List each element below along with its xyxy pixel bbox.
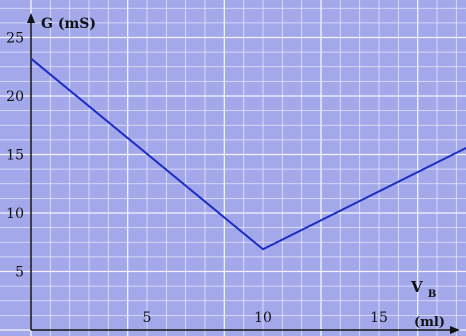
axes: [27, 13, 460, 334]
x-tick-label: 15: [370, 310, 388, 326]
x-axis-arrow-icon: [450, 326, 460, 334]
x-tick-label: 10: [254, 310, 272, 326]
y-tick-label: 15: [6, 148, 24, 164]
y-tick-label: 5: [15, 265, 24, 281]
series-line: [30, 57, 466, 251]
y-tick-label: 20: [6, 89, 24, 105]
x-axis-label-main: V: [410, 278, 423, 296]
y-tick-label: 10: [6, 206, 24, 222]
x-tick-label: 5: [143, 310, 152, 326]
y-tick-label: 25: [6, 31, 24, 47]
y-axis-label: G (mS): [41, 16, 96, 32]
tick-labels: 5 10 15 5 10 15 20 25: [6, 31, 388, 327]
x-axis-unit: (ml): [414, 315, 445, 330]
y-axis-arrow-icon: [27, 13, 35, 23]
x-axis-label: V B: [410, 278, 436, 300]
x-axis-label-subscript: B: [428, 289, 436, 300]
series-group: [30, 57, 466, 251]
